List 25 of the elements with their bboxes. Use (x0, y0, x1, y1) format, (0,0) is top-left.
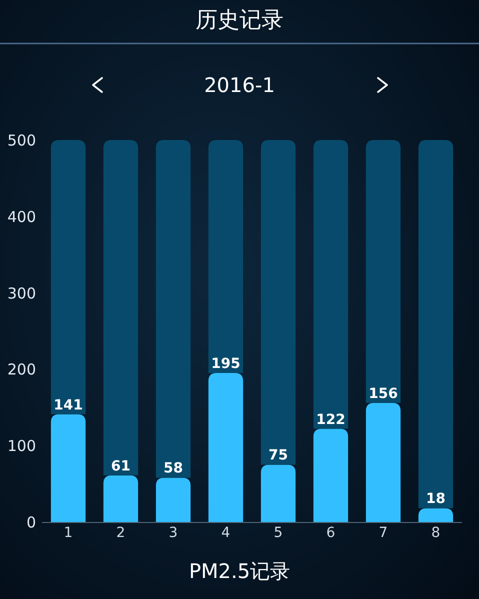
y-tick-label: 0 (26, 514, 36, 532)
data-label: 18 (426, 491, 446, 508)
chart-title: 历史记录 (196, 8, 284, 33)
y-tick-label: 300 (7, 284, 36, 302)
x-tick-label: 7 (378, 525, 388, 541)
y-tick-label: 400 (7, 208, 36, 226)
x-tick-label: 3 (168, 525, 178, 541)
x-tick-label: 6 (326, 525, 336, 541)
data-label: 195 (211, 356, 240, 372)
data-label: 61 (111, 458, 130, 474)
x-tick-label: 4 (221, 525, 230, 541)
x-tick-label: 1 (64, 525, 73, 541)
data-label: 75 (268, 448, 288, 464)
data-label: 122 (316, 412, 346, 428)
y-tick-label: 200 (7, 360, 36, 379)
x-tick-label: 2 (116, 525, 126, 541)
y-tick-label: 500 (7, 132, 36, 150)
x-axis-title: PM2.5记录 (188, 559, 290, 583)
data-label: 58 (164, 460, 183, 477)
data-label: 156 (368, 386, 398, 402)
chart-subtitle: 2016-1 (204, 73, 275, 97)
y-tick-label: 100 (7, 437, 36, 456)
x-tick-label: 5 (274, 525, 283, 541)
data-label: 141 (54, 397, 83, 414)
x-tick-label: 8 (431, 525, 440, 541)
